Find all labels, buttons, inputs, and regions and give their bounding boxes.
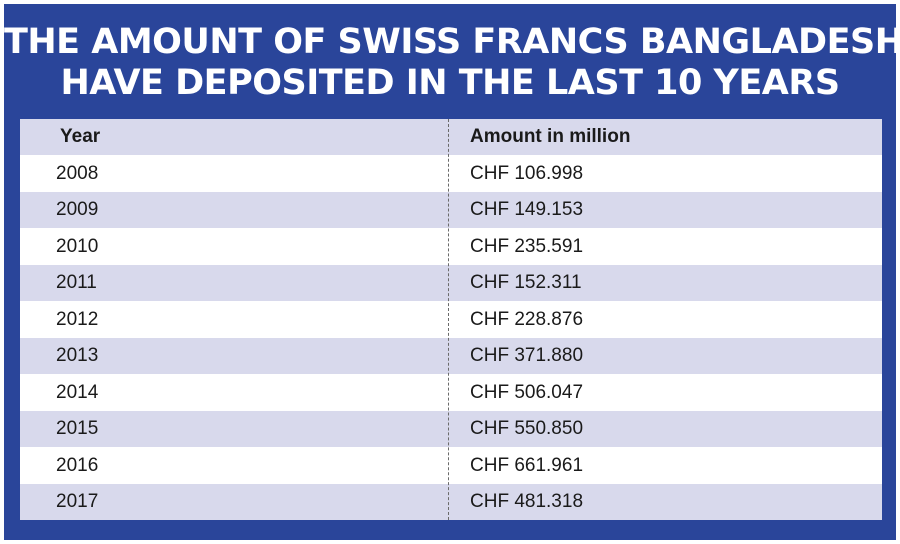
table-row: 2010 CHF 235.591 [20,229,882,265]
table-row: 2014 CHF 506.047 [20,375,882,411]
year-cell: 2016 [56,455,99,476]
amount-cell: CHF 371.880 [470,345,584,366]
table-row: 2009 CHF 149.153 [20,192,882,228]
table-row: 2012 CHF 228.876 [20,302,882,338]
table-header-row: Year Amount in million [20,119,882,155]
amount-cell: CHF 661.961 [470,455,584,476]
year-cell: 2008 [56,163,99,184]
amount-cell: CHF 106.998 [470,163,584,184]
amount-cell: CHF 149.153 [470,199,584,220]
table-row: 2016 CHF 661.961 [20,448,882,484]
amount-cell: CHF 228.876 [470,309,584,330]
table-row: 2011 CHF 152.311 [20,265,882,301]
title-line-1: THE AMOUNT OF SWISS FRANCS BANGLADESHI [4,22,900,62]
amount-cell: CHF 235.591 [470,236,584,257]
year-cell: 2015 [56,418,99,439]
table-row: 2008 CHF 106.998 [20,156,882,192]
year-column-header: Year [60,126,101,147]
amount-cell: CHF 506.047 [470,382,584,403]
title-line-2: HAVE DEPOSITED IN THE LAST 10 YEARS [60,63,840,103]
year-cell: 2013 [56,345,99,366]
amount-cell: CHF 550.850 [470,418,584,439]
table-row: 2017 CHF 481.318 [20,484,882,520]
year-cell: 2011 [56,272,97,293]
column-divider [448,119,449,520]
amount-column-header: Amount in million [470,126,631,147]
chart-title: THE AMOUNT OF SWISS FRANCS BANGLADESHI H… [4,22,900,104]
table-row: 2015 CHF 550.850 [20,411,882,447]
year-cell: 2010 [56,236,99,257]
year-cell: 2012 [56,309,99,330]
table-row: 2013 CHF 371.880 [20,338,882,374]
year-cell: 2017 [56,491,99,512]
amount-cell: CHF 481.318 [470,491,584,512]
year-cell: 2009 [56,199,99,220]
amount-cell: CHF 152.311 [470,272,582,293]
infographic-frame: THE AMOUNT OF SWISS FRANCS BANGLADESHI H… [4,4,900,540]
year-cell: 2014 [56,382,99,403]
deposit-table: Year Amount in million 2008 CHF 106.998 20… [20,119,882,520]
